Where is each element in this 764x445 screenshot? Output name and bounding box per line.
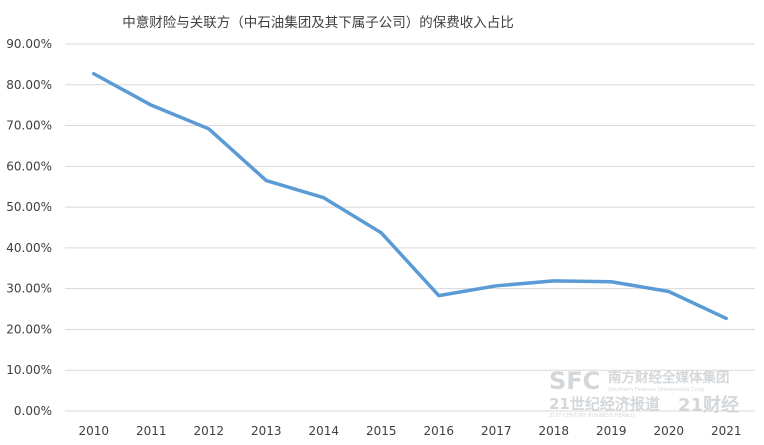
y-tick-label: 10.00% [6,363,52,377]
x-tick-label: 2017 [481,424,512,438]
grid-lines [65,43,755,412]
y-tick-label: 30.00% [6,282,52,296]
y-axis-tick-labels: 0.00% 10.00% 20.00% 30.00% 40.00% 50.00% 60.00… [6,37,52,418]
y-tick-label: 70.00% [6,119,52,133]
x-tick-label: 2010 [78,424,109,438]
y-tick-label: 90.00% [6,37,52,51]
y-tick-label: 80.00% [6,78,52,92]
watermark-group-name: 南方财经全媒体集团 [608,369,730,386]
series-layer [92,72,728,321]
x-tick-label: 2019 [596,424,627,438]
y-tick-label: 50.00% [6,200,52,214]
x-tick-label: 2012 [193,424,224,438]
watermark-paper-name-en: 21ST CENTURY BUSINESS HERALD [549,413,635,419]
y-tick-label: 0.00% [14,404,52,418]
x-tick-label: 2021 [711,424,742,438]
x-tick-label: 2020 [653,424,684,438]
series-line [92,72,728,321]
y-tick-label: 60.00% [6,159,52,173]
x-tick-label: 2014 [308,424,339,438]
watermark: SFC 南方财经全媒体集团 Southern Finance Omnimedia… [549,367,739,419]
x-axis-tick-labels: 2010 2011 2012 2013 2014 2015 2016 2017 2018 2019… [78,424,741,438]
x-tick-label: 2016 [423,424,454,438]
y-tick-label: 20.00% [6,322,52,336]
x-tick-label: 2018 [538,424,569,438]
watermark-logo: SFC [549,367,600,395]
chart-title: 中意财险与关联方（中石油集团及其下属子公司）的保费收入占比 [122,14,514,31]
watermark-group-name-en: Southern Finance Omnimedia Corp. [608,387,706,393]
watermark-brand: 21财经 [678,394,739,416]
x-tick-label: 2011 [136,424,167,438]
watermark-paper-name: 21世纪经济报道 [549,395,660,413]
x-tick-label: 2015 [366,424,397,438]
y-tick-label: 40.00% [6,241,52,255]
x-tick-label: 2013 [251,424,282,438]
